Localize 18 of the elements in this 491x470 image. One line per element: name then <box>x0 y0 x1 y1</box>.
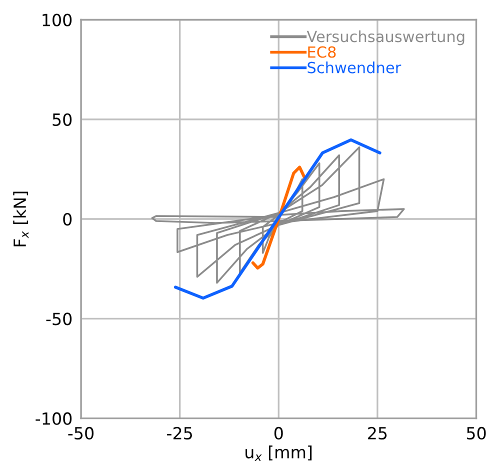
x-axis-title: u$_{x}$ [mm] <box>246 446 312 461</box>
legend-label: Versuchsauswertung <box>306 30 464 46</box>
y-tick-label: 0 <box>63 212 72 226</box>
y-axis-title: F$_{x}$ [kN] <box>13 192 29 246</box>
line-series <box>151 146 405 284</box>
y-tick-label: 50 <box>52 113 72 126</box>
x-tick-label: -50 <box>68 426 94 440</box>
x-tick-label: -25 <box>167 426 192 440</box>
legend-label: Schwendner <box>308 62 402 74</box>
line-series <box>251 166 306 270</box>
line-series <box>174 138 382 300</box>
y-tick-label: 100 <box>42 14 72 26</box>
y-tick-label: -50 <box>46 312 72 326</box>
x-tick-label: 50 <box>466 426 486 440</box>
legend-label: EC8 <box>308 46 336 58</box>
y-tick-label: -100 <box>36 412 72 425</box>
x-tick-label: 25 <box>368 426 387 440</box>
x-tick-label: 0 <box>274 426 283 440</box>
